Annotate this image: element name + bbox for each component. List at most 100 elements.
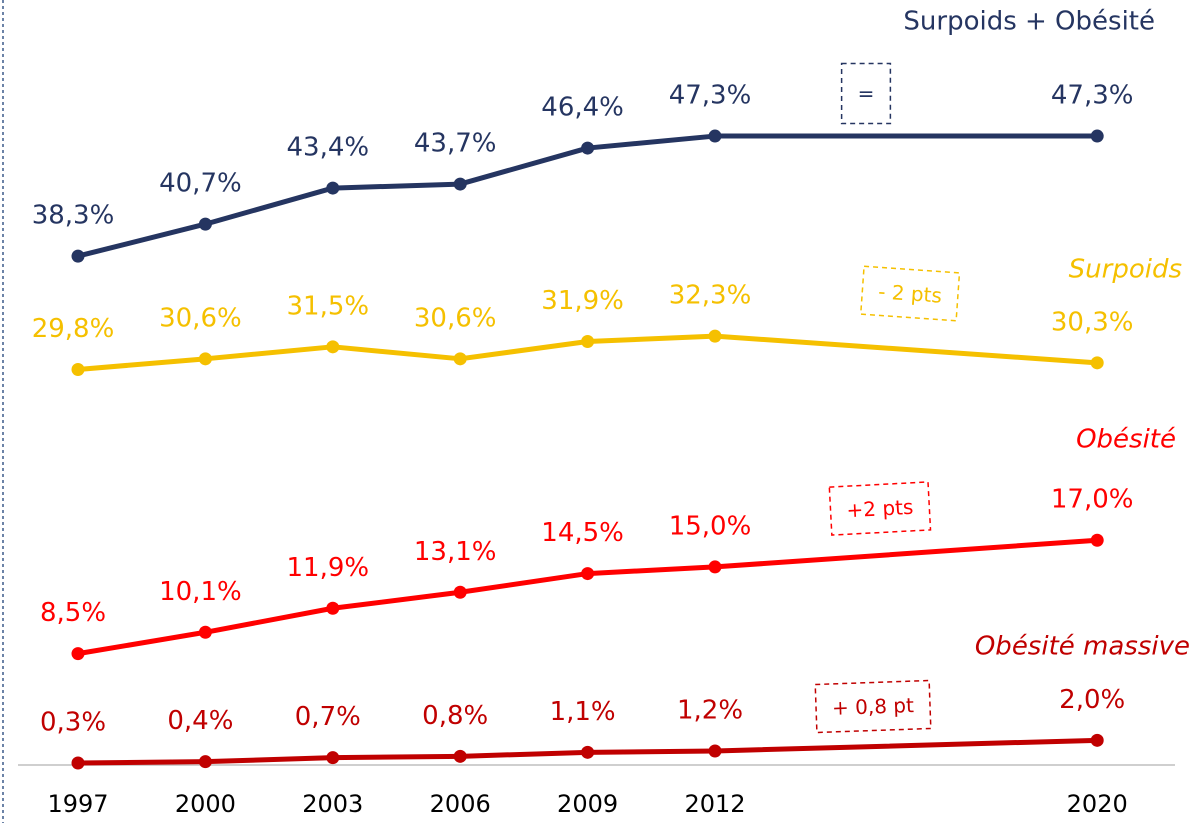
point (1090, 129, 1104, 143)
line-segment (75, 759, 208, 766)
value-label: 14,5% (541, 518, 624, 548)
value-label: 17,0% (1051, 485, 1134, 515)
annotation-box (828, 481, 932, 536)
line-segment (202, 344, 336, 362)
point (198, 217, 212, 231)
x-tick-label: 1997 (47, 790, 108, 818)
point (453, 749, 467, 763)
point (1090, 733, 1104, 747)
value-label: 31,9% (541, 286, 624, 316)
point (453, 177, 467, 191)
value-label: 13,1% (414, 537, 497, 567)
series-label: Surpoids (1069, 255, 1182, 285)
point (326, 340, 340, 354)
point (1090, 356, 1104, 370)
x-tick-label: 2006 (430, 790, 491, 818)
value-label: 1,1% (550, 697, 616, 727)
point (198, 755, 212, 769)
line-segment (330, 344, 463, 362)
point (198, 352, 212, 366)
annotation-box (814, 679, 932, 734)
x-tick-label: 2003 (302, 790, 363, 818)
point (1090, 533, 1104, 547)
line-segment (330, 589, 463, 611)
series-label: Surpoids + Obésité (903, 7, 1155, 37)
value-label: 8,5% (40, 598, 106, 628)
value-label: 15,0% (669, 511, 752, 541)
point (708, 329, 722, 343)
value-label: 0,3% (40, 707, 106, 737)
value-label: 31,5% (286, 291, 369, 321)
line-segment (202, 755, 336, 765)
line-segment (712, 537, 1100, 570)
point (581, 141, 595, 155)
series-label: Obésité massive (975, 632, 1190, 662)
line-segment (457, 749, 591, 759)
line-segment (457, 571, 591, 595)
line-segment (457, 145, 591, 187)
value-label: 43,7% (414, 129, 497, 159)
value-label: 46,4% (541, 93, 624, 123)
annotation-text: + 0,8 pt (832, 693, 915, 720)
x-tick-label: 2009 (557, 790, 618, 818)
value-label: 40,7% (159, 169, 242, 199)
annotation-text: - 2 pts (878, 279, 943, 307)
annotation-text: +2 pts (846, 495, 914, 522)
line-segment (585, 748, 718, 755)
value-label: 2,0% (1059, 685, 1125, 715)
line-segment (712, 333, 1100, 366)
point (581, 334, 595, 348)
value-label: 11,9% (286, 553, 369, 583)
point (71, 647, 85, 661)
annotation: +2 pts (828, 481, 932, 536)
line-segment (330, 753, 463, 761)
point (708, 744, 722, 758)
point (71, 362, 85, 376)
line-segment (202, 185, 336, 227)
point (71, 249, 85, 263)
value-label: 0,8% (422, 701, 488, 731)
point (326, 751, 340, 765)
annotation: = (840, 62, 892, 125)
x-tick-label: 2000 (175, 790, 236, 818)
point (581, 567, 595, 581)
value-label: 0,4% (167, 706, 233, 736)
line-segment (75, 221, 208, 259)
point (71, 756, 85, 770)
annotation-box (859, 265, 961, 322)
line-segment (585, 333, 718, 344)
line-segment (75, 356, 208, 372)
point (453, 352, 467, 366)
point (198, 625, 212, 639)
value-label: 0,7% (295, 702, 361, 732)
point (326, 601, 340, 615)
value-label: 38,3% (32, 201, 115, 231)
value-label: 10,1% (159, 577, 242, 607)
value-label: 30,6% (414, 303, 497, 333)
line-segment (457, 338, 591, 362)
point (453, 585, 467, 599)
line-segment (712, 737, 1100, 754)
line-segment (202, 605, 336, 635)
value-label: 29,8% (32, 314, 115, 344)
annotation: - 2 pts (859, 265, 961, 322)
annotation-text: = (858, 82, 875, 106)
value-label: 47,3% (1051, 81, 1134, 111)
x-tick-label: 2012 (684, 790, 745, 818)
value-label: 1,2% (677, 695, 743, 725)
point (708, 129, 722, 143)
value-label: 30,6% (159, 303, 242, 333)
value-label: 32,3% (669, 281, 752, 311)
series-label: Obésité (1076, 425, 1176, 455)
point (326, 181, 340, 195)
value-label: 43,4% (286, 133, 369, 163)
line-segment (585, 564, 718, 577)
value-label: 30,3% (1051, 307, 1134, 337)
point (708, 560, 722, 574)
line-segment (75, 629, 208, 657)
point (581, 745, 595, 759)
value-label: 47,3% (669, 81, 752, 111)
x-tick-label: 2020 (1067, 790, 1128, 818)
line-segment (330, 181, 463, 191)
